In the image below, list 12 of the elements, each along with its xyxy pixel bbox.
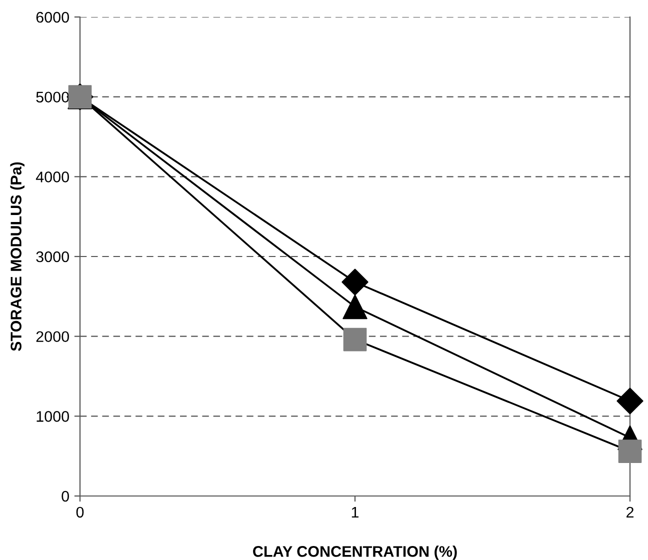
y-tick-label: 4000 — [36, 172, 69, 182]
y-tick-label: 1000 — [36, 411, 69, 422]
y-axis-title: STORAGE MODULUS (Pa) — [10, 162, 24, 351]
x-tick-label: 2 — [626, 506, 634, 518]
y-tick-label: 6000 — [36, 12, 69, 23]
x-axis-title: CLAY CONCENTRATION (%) — [253, 546, 457, 560]
x-tick-label: 1 — [352, 506, 359, 518]
y-tick-label: 0 — [62, 490, 69, 502]
y-tick-label: 3000 — [36, 251, 69, 262]
y-tick-label: 2000 — [36, 331, 69, 342]
y-tick-label: 5000 — [36, 92, 69, 103]
x-tick-label: 0 — [76, 506, 84, 518]
